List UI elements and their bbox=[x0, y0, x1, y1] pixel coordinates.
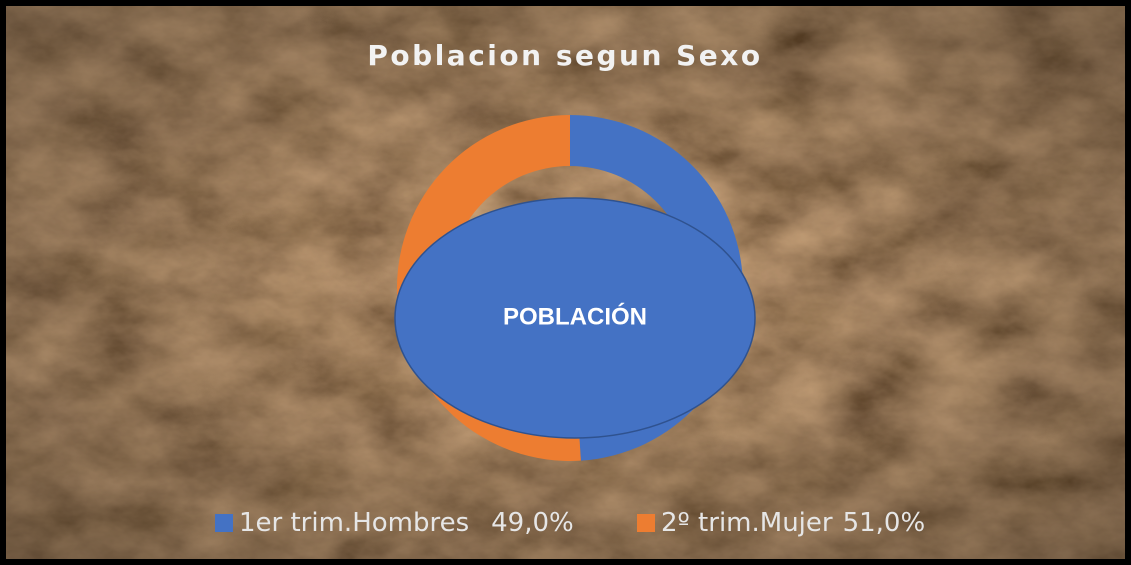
legend-category: 2º trim.Mujer bbox=[661, 508, 833, 538]
legend-label: 2º trim.Mujer 51,0% bbox=[661, 508, 925, 538]
legend-swatch bbox=[637, 514, 655, 532]
legend-value: 51,0% bbox=[843, 508, 926, 538]
legend-category: 1er trim.Hombres bbox=[239, 508, 469, 538]
legend-value: 49,0% bbox=[491, 508, 574, 538]
chart-title: Poblacion segun Sexo bbox=[367, 39, 762, 72]
chart: Poblacion segun Sexo POBLACIÓN 1er trim.… bbox=[0, 0, 1131, 565]
legend: 1er trim.Hombres 49,0% 2º trim.Mujer 51,0% bbox=[215, 508, 925, 538]
legend-label: 1er trim.Hombres 49,0% bbox=[239, 508, 574, 538]
center-label: POBLACIÓN bbox=[503, 302, 647, 330]
legend-swatch bbox=[215, 514, 233, 532]
